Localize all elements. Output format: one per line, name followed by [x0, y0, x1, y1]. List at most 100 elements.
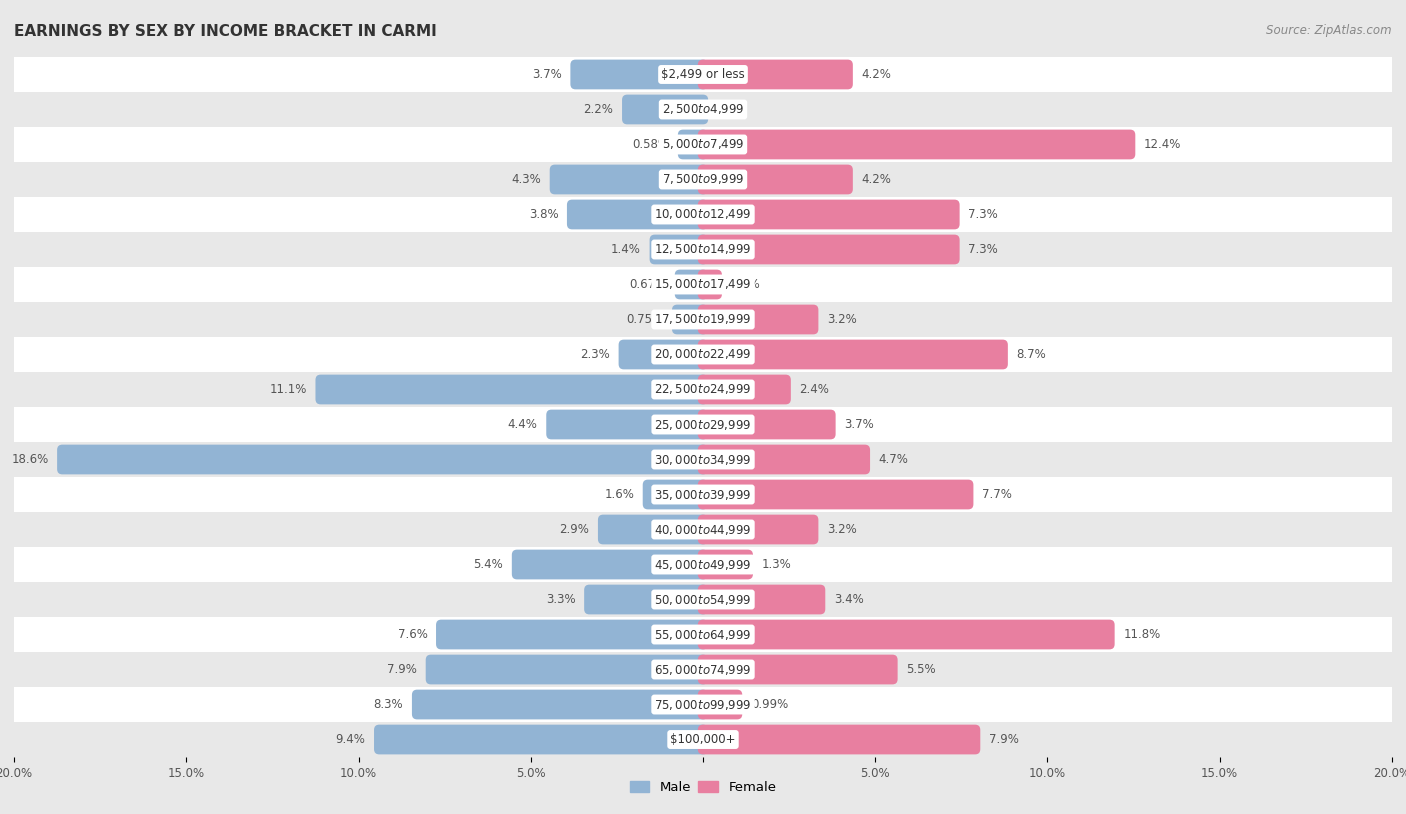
Text: $50,000 to $54,999: $50,000 to $54,999 [654, 593, 752, 606]
Text: 5.5%: 5.5% [907, 663, 936, 676]
FancyBboxPatch shape [697, 654, 897, 685]
Text: 2.2%: 2.2% [583, 103, 613, 116]
Legend: Male, Female: Male, Female [624, 776, 782, 799]
Text: $100,000+: $100,000+ [671, 733, 735, 746]
FancyBboxPatch shape [697, 269, 721, 300]
FancyBboxPatch shape [697, 374, 790, 405]
Text: $75,000 to $99,999: $75,000 to $99,999 [654, 698, 752, 711]
FancyBboxPatch shape [14, 582, 1392, 617]
FancyBboxPatch shape [697, 549, 754, 580]
FancyBboxPatch shape [643, 479, 709, 510]
FancyBboxPatch shape [697, 724, 980, 755]
Text: $17,500 to $19,999: $17,500 to $19,999 [654, 313, 752, 326]
Text: 4.3%: 4.3% [512, 173, 541, 186]
Text: 7.9%: 7.9% [387, 663, 418, 676]
Text: $2,499 or less: $2,499 or less [661, 68, 745, 81]
FancyBboxPatch shape [567, 199, 709, 230]
FancyBboxPatch shape [598, 514, 709, 545]
FancyBboxPatch shape [14, 337, 1392, 372]
Text: 2.9%: 2.9% [560, 523, 589, 536]
FancyBboxPatch shape [697, 199, 960, 230]
FancyBboxPatch shape [14, 652, 1392, 687]
FancyBboxPatch shape [374, 724, 709, 755]
FancyBboxPatch shape [697, 409, 835, 440]
Text: $10,000 to $12,499: $10,000 to $12,499 [654, 208, 752, 221]
Text: 4.2%: 4.2% [862, 68, 891, 81]
Text: $30,000 to $34,999: $30,000 to $34,999 [654, 453, 752, 466]
FancyBboxPatch shape [619, 339, 709, 370]
FancyBboxPatch shape [512, 549, 709, 580]
FancyBboxPatch shape [697, 129, 1135, 160]
Text: 7.3%: 7.3% [969, 243, 998, 256]
FancyBboxPatch shape [571, 59, 709, 90]
Text: 11.8%: 11.8% [1123, 628, 1160, 641]
FancyBboxPatch shape [14, 407, 1392, 442]
Text: 1.6%: 1.6% [605, 488, 634, 501]
FancyBboxPatch shape [697, 619, 1115, 650]
Text: 3.2%: 3.2% [827, 313, 856, 326]
Text: 0.0%: 0.0% [717, 103, 747, 116]
Text: 9.4%: 9.4% [336, 733, 366, 746]
FancyBboxPatch shape [14, 372, 1392, 407]
FancyBboxPatch shape [14, 267, 1392, 302]
Text: $20,000 to $22,499: $20,000 to $22,499 [654, 348, 752, 361]
Text: 7.6%: 7.6% [398, 628, 427, 641]
Text: Source: ZipAtlas.com: Source: ZipAtlas.com [1267, 24, 1392, 37]
FancyBboxPatch shape [678, 129, 709, 160]
FancyBboxPatch shape [14, 617, 1392, 652]
Text: 7.3%: 7.3% [969, 208, 998, 221]
FancyBboxPatch shape [14, 162, 1392, 197]
FancyBboxPatch shape [14, 197, 1392, 232]
Text: 0.58%: 0.58% [633, 138, 669, 151]
Text: 2.3%: 2.3% [581, 348, 610, 361]
FancyBboxPatch shape [583, 584, 709, 615]
Text: 3.4%: 3.4% [834, 593, 863, 606]
Text: 18.6%: 18.6% [11, 453, 48, 466]
FancyBboxPatch shape [697, 689, 742, 720]
FancyBboxPatch shape [697, 444, 870, 475]
Text: 1.3%: 1.3% [762, 558, 792, 571]
Text: $7,500 to $9,999: $7,500 to $9,999 [662, 173, 744, 186]
FancyBboxPatch shape [697, 164, 853, 195]
FancyBboxPatch shape [14, 127, 1392, 162]
Text: 3.7%: 3.7% [844, 418, 875, 431]
Text: 0.99%: 0.99% [751, 698, 789, 711]
FancyBboxPatch shape [14, 547, 1392, 582]
Text: $65,000 to $74,999: $65,000 to $74,999 [654, 663, 752, 676]
FancyBboxPatch shape [436, 619, 709, 650]
Text: 5.4%: 5.4% [474, 558, 503, 571]
Text: 4.7%: 4.7% [879, 453, 908, 466]
FancyBboxPatch shape [58, 444, 709, 475]
FancyBboxPatch shape [14, 92, 1392, 127]
FancyBboxPatch shape [697, 514, 818, 545]
Text: 8.3%: 8.3% [374, 698, 404, 711]
Text: 0.4%: 0.4% [731, 278, 761, 291]
FancyBboxPatch shape [675, 269, 709, 300]
FancyBboxPatch shape [426, 654, 709, 685]
Text: 11.1%: 11.1% [270, 383, 307, 396]
FancyBboxPatch shape [621, 94, 709, 125]
Text: 2.4%: 2.4% [800, 383, 830, 396]
Text: 1.4%: 1.4% [612, 243, 641, 256]
Text: $45,000 to $49,999: $45,000 to $49,999 [654, 558, 752, 571]
FancyBboxPatch shape [697, 304, 818, 335]
FancyBboxPatch shape [650, 234, 709, 265]
Text: 4.4%: 4.4% [508, 418, 537, 431]
FancyBboxPatch shape [14, 57, 1392, 92]
Text: 8.7%: 8.7% [1017, 348, 1046, 361]
FancyBboxPatch shape [697, 234, 960, 265]
FancyBboxPatch shape [697, 584, 825, 615]
Text: $22,500 to $24,999: $22,500 to $24,999 [654, 383, 752, 396]
FancyBboxPatch shape [14, 512, 1392, 547]
FancyBboxPatch shape [697, 59, 853, 90]
Text: 4.2%: 4.2% [862, 173, 891, 186]
Text: $12,500 to $14,999: $12,500 to $14,999 [654, 243, 752, 256]
Text: $55,000 to $64,999: $55,000 to $64,999 [654, 628, 752, 641]
Text: 3.2%: 3.2% [827, 523, 856, 536]
Text: 3.8%: 3.8% [529, 208, 558, 221]
Text: $15,000 to $17,499: $15,000 to $17,499 [654, 278, 752, 291]
FancyBboxPatch shape [697, 339, 1008, 370]
Text: $40,000 to $44,999: $40,000 to $44,999 [654, 523, 752, 536]
Text: $35,000 to $39,999: $35,000 to $39,999 [654, 488, 752, 501]
FancyBboxPatch shape [14, 302, 1392, 337]
